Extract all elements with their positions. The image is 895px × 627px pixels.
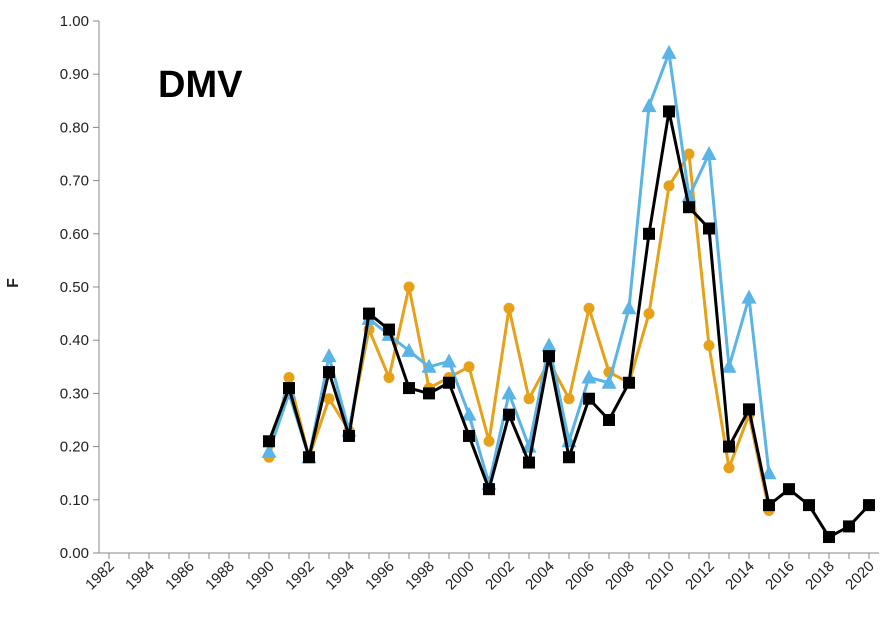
x-tick-label: 1994 <box>322 558 358 594</box>
y-axis-label: F <box>5 278 22 288</box>
x-tick-label: 2008 <box>602 558 638 594</box>
x-tick-label: 1986 <box>162 558 198 594</box>
point <box>321 348 337 363</box>
point <box>583 302 595 314</box>
point <box>383 323 395 336</box>
y-tick-label: 0.30 <box>60 385 89 402</box>
point <box>843 520 855 533</box>
x-tick-label: 1982 <box>82 558 118 594</box>
point <box>483 483 495 496</box>
point <box>461 406 477 421</box>
point <box>581 369 597 384</box>
point <box>723 462 735 474</box>
point <box>563 393 575 405</box>
x-tick-label: 1996 <box>362 558 398 594</box>
point <box>503 408 515 421</box>
point <box>703 340 715 352</box>
point <box>403 382 415 395</box>
y-tick-label: 1.00 <box>60 13 89 30</box>
point <box>803 499 815 512</box>
point <box>383 371 395 383</box>
series-line <box>267 109 871 539</box>
x-tick-label: 1992 <box>282 558 318 594</box>
point <box>643 227 655 240</box>
point <box>323 393 335 405</box>
x-tick-label: 1988 <box>202 558 238 594</box>
point <box>641 98 657 113</box>
y-tick-label: 0.70 <box>60 173 89 190</box>
y-tick-label: 0.50 <box>60 279 89 296</box>
point <box>563 451 575 464</box>
point <box>363 307 375 320</box>
point <box>463 361 475 373</box>
point <box>621 300 637 315</box>
y-tick-label: 0.10 <box>60 492 89 509</box>
point <box>343 429 355 442</box>
point <box>583 392 595 405</box>
point <box>523 393 535 405</box>
point <box>543 350 555 363</box>
y-tick-label: 0.00 <box>60 545 89 562</box>
point <box>823 531 835 544</box>
point <box>283 382 295 395</box>
x-tick-label: 2020 <box>842 558 878 594</box>
point <box>463 429 475 442</box>
point <box>423 387 435 400</box>
point <box>783 483 795 496</box>
point <box>701 146 717 160</box>
x-tick-label: 2004 <box>522 558 558 594</box>
point <box>661 44 677 59</box>
point <box>683 201 695 214</box>
y-tick-label: 0.80 <box>60 119 89 136</box>
chart-annotation: DMV <box>158 64 243 106</box>
x-tick-label: 2010 <box>642 558 678 594</box>
x-tick-label: 2002 <box>482 558 518 594</box>
point <box>303 451 315 464</box>
point <box>541 337 557 352</box>
point <box>681 188 697 203</box>
point <box>663 105 675 118</box>
point <box>761 465 777 480</box>
x-tick-label: 2006 <box>562 558 598 594</box>
point <box>703 222 715 235</box>
x-tick-label: 1998 <box>402 558 438 594</box>
point <box>663 180 675 192</box>
x-tick-label: 1984 <box>122 558 158 594</box>
point <box>261 443 277 458</box>
point <box>441 353 457 368</box>
point <box>723 440 735 453</box>
point <box>601 374 617 389</box>
y-tick-label: 0.40 <box>60 332 89 349</box>
x-tick-label: 2016 <box>762 558 798 594</box>
x-tick-label: 1990 <box>242 558 278 594</box>
x-tick-label: 2012 <box>682 558 718 594</box>
point <box>443 376 455 389</box>
point <box>643 308 655 320</box>
point <box>523 456 535 469</box>
point <box>483 435 495 447</box>
x-tick-label: 2018 <box>802 558 838 594</box>
point <box>401 342 417 357</box>
x-tick-label: 2000 <box>442 558 478 594</box>
point <box>403 281 415 293</box>
point <box>263 435 275 448</box>
point <box>603 414 615 426</box>
point <box>283 371 295 383</box>
point <box>323 366 335 379</box>
point <box>683 148 695 160</box>
x-tick-label: 2014 <box>722 558 758 594</box>
point <box>721 358 737 373</box>
point <box>421 358 437 373</box>
y-tick-label: 0.90 <box>60 66 89 83</box>
point <box>623 376 635 389</box>
point <box>763 499 775 512</box>
y-tick-label: 0.60 <box>60 226 89 243</box>
y-tick-label: 0.20 <box>60 439 89 456</box>
point <box>741 289 757 304</box>
point <box>501 385 517 400</box>
point <box>503 302 515 314</box>
point <box>743 403 755 416</box>
point <box>863 499 875 512</box>
